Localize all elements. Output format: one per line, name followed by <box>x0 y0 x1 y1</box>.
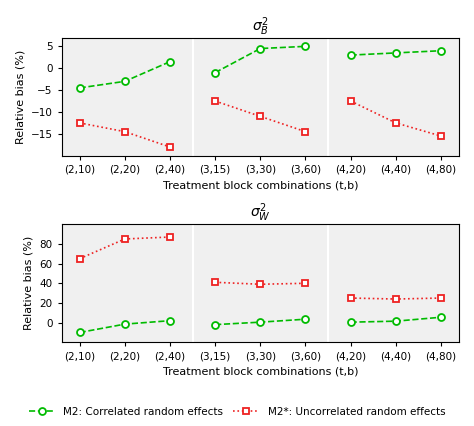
Y-axis label: Relative bias (%): Relative bias (%) <box>15 49 25 144</box>
Title: $\sigma^2_W$: $\sigma^2_W$ <box>250 201 271 224</box>
Legend: M2: Correlated random effects, M2*: Uncorrelated random effects: M2: Correlated random effects, M2*: Unco… <box>25 403 449 421</box>
Y-axis label: Relative bias (%): Relative bias (%) <box>24 236 34 331</box>
X-axis label: Treatment block combinations (t,b): Treatment block combinations (t,b) <box>163 180 358 190</box>
X-axis label: Treatment block combinations (t,b): Treatment block combinations (t,b) <box>163 367 358 377</box>
Title: $\sigma^2_B$: $\sigma^2_B$ <box>252 15 269 37</box>
